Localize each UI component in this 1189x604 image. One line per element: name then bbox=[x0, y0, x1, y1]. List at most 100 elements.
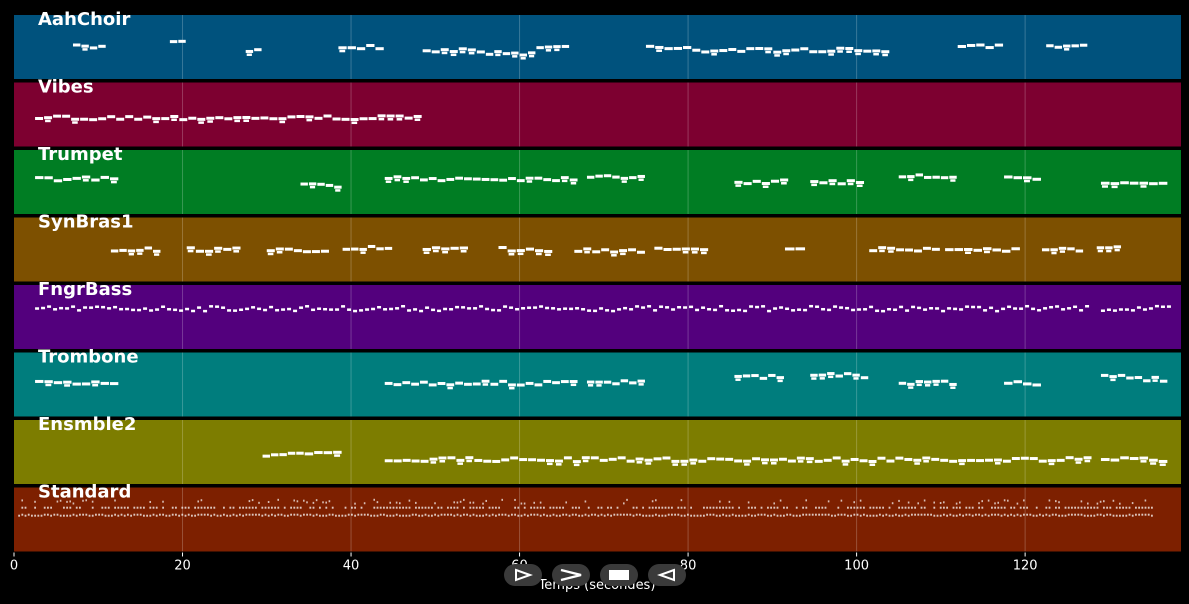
note bbox=[504, 513, 507, 516]
note bbox=[1099, 500, 1102, 503]
note bbox=[279, 453, 287, 457]
note bbox=[645, 462, 652, 465]
note bbox=[171, 513, 174, 516]
note bbox=[456, 501, 459, 504]
note bbox=[966, 43, 976, 47]
note bbox=[639, 513, 641, 516]
note bbox=[949, 175, 957, 179]
note bbox=[707, 457, 716, 461]
note bbox=[658, 514, 661, 517]
note bbox=[392, 506, 395, 509]
note bbox=[819, 181, 828, 185]
note bbox=[907, 501, 910, 504]
note bbox=[271, 506, 273, 509]
note bbox=[98, 44, 106, 48]
note bbox=[507, 514, 510, 517]
note bbox=[1084, 459, 1091, 463]
note bbox=[904, 457, 913, 461]
note bbox=[815, 305, 820, 308]
note bbox=[833, 305, 838, 308]
note bbox=[152, 506, 155, 509]
note bbox=[1051, 251, 1057, 255]
note bbox=[422, 247, 431, 251]
note bbox=[647, 305, 652, 308]
note bbox=[770, 514, 773, 517]
note bbox=[904, 513, 907, 516]
note bbox=[344, 506, 347, 509]
note bbox=[119, 248, 127, 252]
note bbox=[779, 514, 782, 517]
note bbox=[1112, 499, 1115, 502]
note bbox=[290, 506, 293, 509]
note bbox=[930, 513, 933, 516]
note bbox=[853, 506, 856, 509]
next-button[interactable] bbox=[552, 564, 590, 586]
note bbox=[1051, 513, 1054, 516]
note bbox=[994, 502, 996, 505]
note bbox=[309, 185, 316, 189]
note bbox=[828, 53, 834, 56]
note bbox=[761, 305, 766, 308]
note bbox=[44, 176, 53, 180]
note bbox=[562, 506, 565, 509]
note bbox=[85, 513, 88, 516]
note bbox=[914, 249, 922, 253]
note bbox=[413, 308, 418, 311]
note bbox=[923, 499, 926, 502]
note bbox=[581, 514, 584, 517]
note bbox=[514, 498, 516, 501]
note bbox=[488, 514, 491, 517]
stop-button[interactable] bbox=[600, 564, 638, 586]
note bbox=[47, 513, 49, 516]
note bbox=[917, 502, 920, 505]
note bbox=[780, 178, 789, 182]
note bbox=[655, 45, 664, 49]
note bbox=[1110, 458, 1120, 462]
note bbox=[971, 305, 976, 309]
note bbox=[692, 48, 701, 52]
note bbox=[1159, 379, 1168, 383]
note bbox=[434, 502, 436, 505]
note bbox=[375, 47, 384, 51]
note bbox=[304, 452, 314, 456]
note bbox=[795, 247, 806, 251]
note bbox=[402, 381, 411, 385]
note bbox=[997, 513, 1000, 516]
note bbox=[472, 177, 481, 181]
note bbox=[441, 51, 448, 55]
note bbox=[287, 307, 292, 311]
note bbox=[40, 514, 43, 517]
note bbox=[1045, 506, 1048, 509]
note bbox=[312, 501, 315, 504]
note bbox=[1001, 249, 1011, 253]
note bbox=[997, 506, 1000, 509]
note bbox=[722, 506, 725, 509]
note bbox=[339, 49, 346, 53]
play-reverse-button[interactable] bbox=[648, 564, 686, 586]
note bbox=[325, 501, 328, 504]
note bbox=[895, 456, 904, 460]
note bbox=[419, 178, 428, 182]
note bbox=[946, 514, 949, 517]
note bbox=[1090, 506, 1093, 509]
note bbox=[800, 47, 809, 51]
note bbox=[1151, 506, 1153, 509]
note bbox=[1158, 181, 1168, 185]
note bbox=[818, 373, 827, 377]
note bbox=[203, 309, 208, 313]
note bbox=[840, 513, 843, 516]
note bbox=[839, 306, 844, 309]
note bbox=[664, 514, 667, 517]
note bbox=[1131, 514, 1134, 517]
note bbox=[179, 309, 184, 312]
note bbox=[71, 305, 76, 308]
note bbox=[690, 514, 693, 517]
note bbox=[323, 307, 328, 311]
note bbox=[575, 307, 580, 310]
note bbox=[683, 306, 688, 309]
play-forward-button[interactable] bbox=[504, 564, 542, 586]
note bbox=[128, 252, 134, 256]
note bbox=[314, 116, 323, 120]
note bbox=[831, 514, 833, 517]
note bbox=[255, 513, 257, 516]
